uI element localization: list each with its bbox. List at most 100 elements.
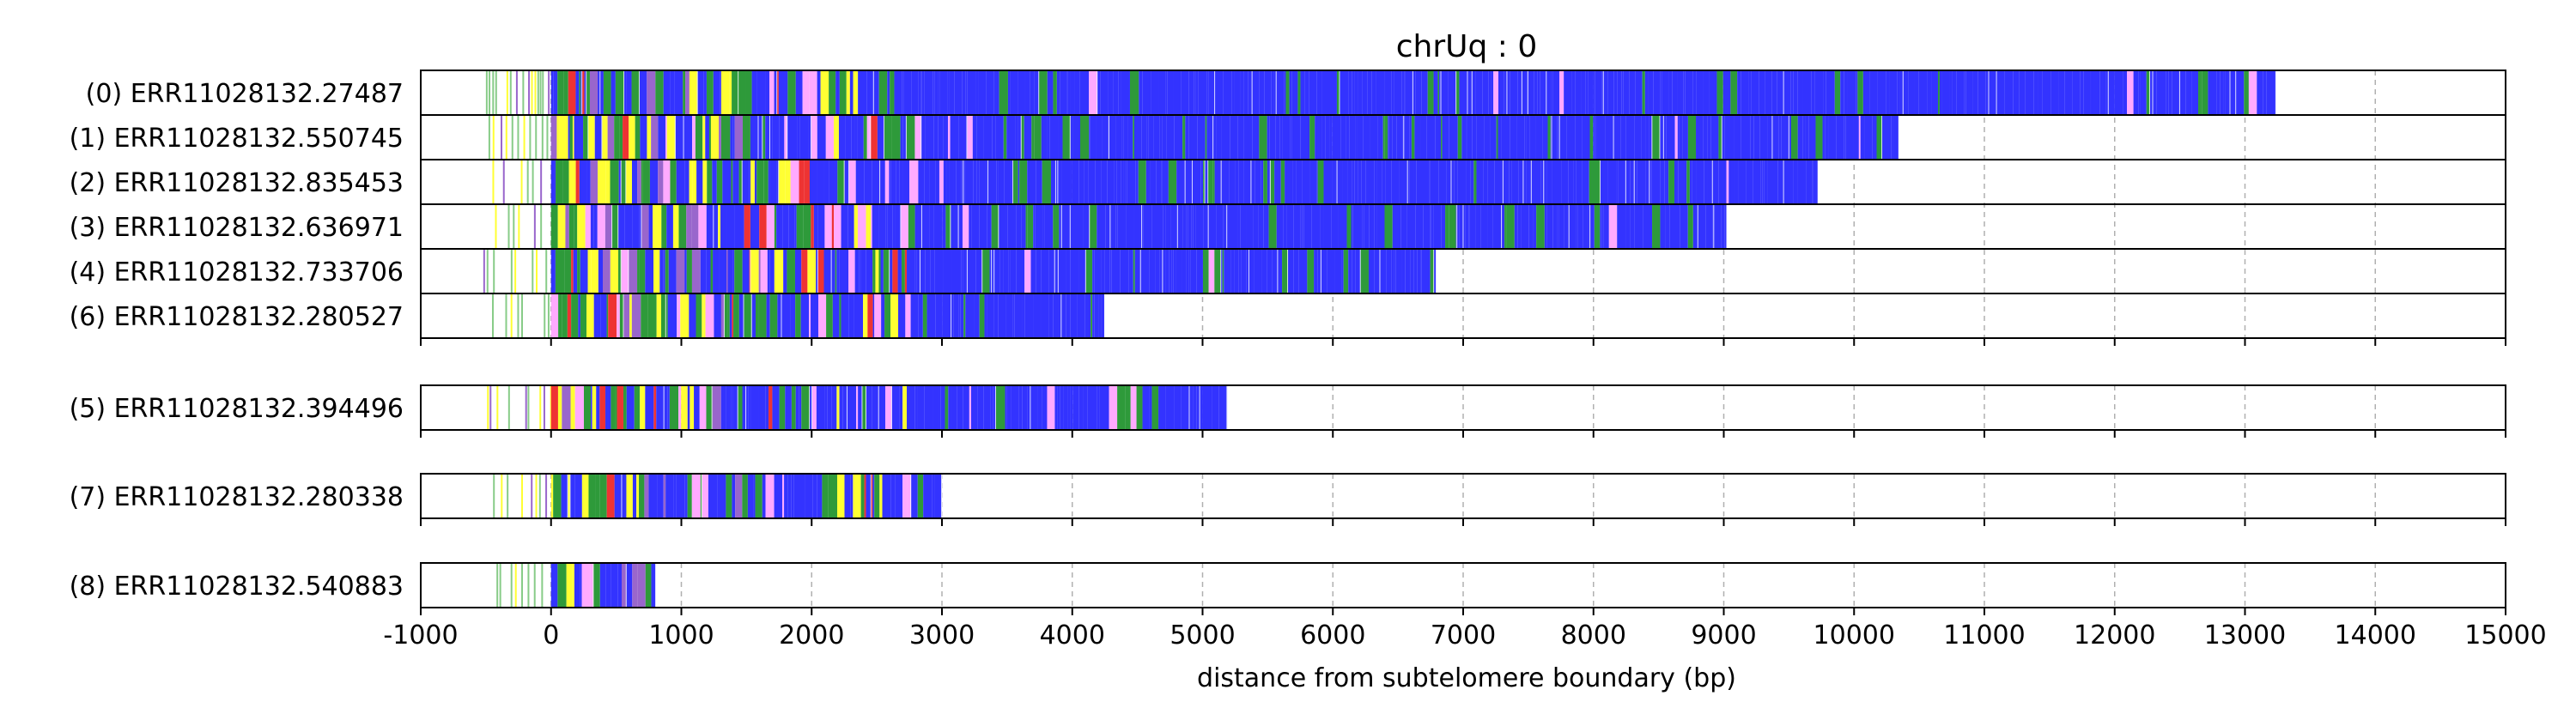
read-segment xyxy=(1748,71,1752,114)
read-segment xyxy=(1759,116,1768,159)
read-segment xyxy=(1010,71,1018,114)
read-segment xyxy=(544,294,546,337)
read-segment xyxy=(1459,71,1468,114)
read-segment xyxy=(1685,71,1693,114)
read-segment xyxy=(2248,71,2257,114)
read-segment xyxy=(860,250,866,293)
read-segment xyxy=(631,160,638,203)
read-segment xyxy=(984,294,987,337)
read-segment xyxy=(732,475,736,517)
read-segment xyxy=(1168,160,1177,203)
read-segment xyxy=(1914,71,1919,114)
read-segment xyxy=(1083,205,1088,248)
read-segment xyxy=(1469,205,1476,248)
read-gap xyxy=(1902,71,1905,114)
read-segment xyxy=(890,475,896,517)
read-segment xyxy=(1409,160,1414,203)
read-segment xyxy=(1594,205,1601,248)
read-segment xyxy=(829,160,838,203)
read-segment xyxy=(1546,71,1552,114)
read-segment xyxy=(1507,71,1510,114)
read-gap xyxy=(750,294,753,337)
read-segment xyxy=(727,294,730,337)
read-segment xyxy=(1193,205,1196,248)
read-segment xyxy=(1078,386,1084,429)
read-segment xyxy=(1677,116,1680,159)
read-segment xyxy=(1823,71,1826,114)
read-segment xyxy=(705,116,709,159)
read-segment xyxy=(575,71,580,114)
read-segment xyxy=(1188,205,1192,248)
read-segment xyxy=(1107,160,1115,203)
read-segment xyxy=(1502,205,1505,248)
read-segment xyxy=(1802,71,1812,114)
read-segment xyxy=(964,160,974,203)
read-segment xyxy=(754,160,757,203)
read-segment xyxy=(1438,160,1447,203)
read-segment xyxy=(991,205,999,248)
read-segment xyxy=(2004,71,2014,114)
read-segment xyxy=(619,294,624,337)
read-label: (5) ERR11028132.394496 xyxy=(70,394,404,424)
read-segment xyxy=(1246,250,1249,293)
read-segment xyxy=(1291,116,1301,159)
read-gap xyxy=(665,294,667,337)
read-segment xyxy=(808,116,811,159)
read-segment xyxy=(794,205,797,248)
read-segment xyxy=(592,386,597,429)
read-segment xyxy=(696,294,702,337)
read-segment xyxy=(1261,250,1267,293)
read-segment xyxy=(622,475,627,517)
read-segment xyxy=(872,294,875,337)
read-segment xyxy=(593,294,598,337)
read-segment xyxy=(1067,71,1071,114)
read-segment xyxy=(1237,116,1244,159)
read-segment xyxy=(795,386,799,429)
x-tick-label: 12000 xyxy=(2074,620,2155,650)
read-segment xyxy=(731,160,733,203)
read-segment xyxy=(933,386,939,429)
read-segment xyxy=(720,205,727,248)
read-segment xyxy=(999,250,1004,293)
read-gap xyxy=(2178,71,2181,114)
read-segment xyxy=(618,250,622,293)
read-segment xyxy=(1451,160,1455,203)
read-segment xyxy=(1358,160,1362,203)
read-segment xyxy=(1021,116,1024,159)
read-segment xyxy=(1442,116,1449,159)
read-segment xyxy=(698,205,707,248)
read-gap xyxy=(1336,160,1339,203)
read-gap xyxy=(998,205,999,248)
read-segment xyxy=(1150,160,1157,203)
read-segment xyxy=(822,475,829,517)
read-label: (7) ERR11028132.280338 xyxy=(70,482,404,512)
read-segment xyxy=(615,71,625,114)
read-segment xyxy=(685,71,690,114)
read-segment xyxy=(647,71,656,114)
read-segment xyxy=(584,71,587,114)
read-segment xyxy=(756,71,766,114)
read-segment xyxy=(637,564,646,607)
read-segment xyxy=(1939,71,1942,114)
read-gap xyxy=(674,116,677,159)
read-segment xyxy=(557,564,567,607)
read-segment xyxy=(1044,205,1054,248)
read-segment xyxy=(2064,71,2073,114)
read-segment xyxy=(1674,116,1678,159)
read-segment xyxy=(678,205,687,248)
read-segment xyxy=(1523,160,1527,203)
read-segment xyxy=(1274,160,1281,203)
read-segment xyxy=(1897,71,1900,114)
read-segment xyxy=(1703,71,1710,114)
read-segment xyxy=(703,71,707,114)
read-segment xyxy=(556,160,563,203)
read-segment xyxy=(1672,71,1678,114)
read-segment xyxy=(1159,250,1163,293)
read-segment xyxy=(1251,160,1255,203)
read-segment xyxy=(1214,250,1222,293)
read-segment xyxy=(777,71,779,114)
read-segment xyxy=(1253,205,1259,248)
read-segment xyxy=(1669,205,1672,248)
read-segment xyxy=(1634,116,1642,159)
read-segment xyxy=(555,250,565,293)
